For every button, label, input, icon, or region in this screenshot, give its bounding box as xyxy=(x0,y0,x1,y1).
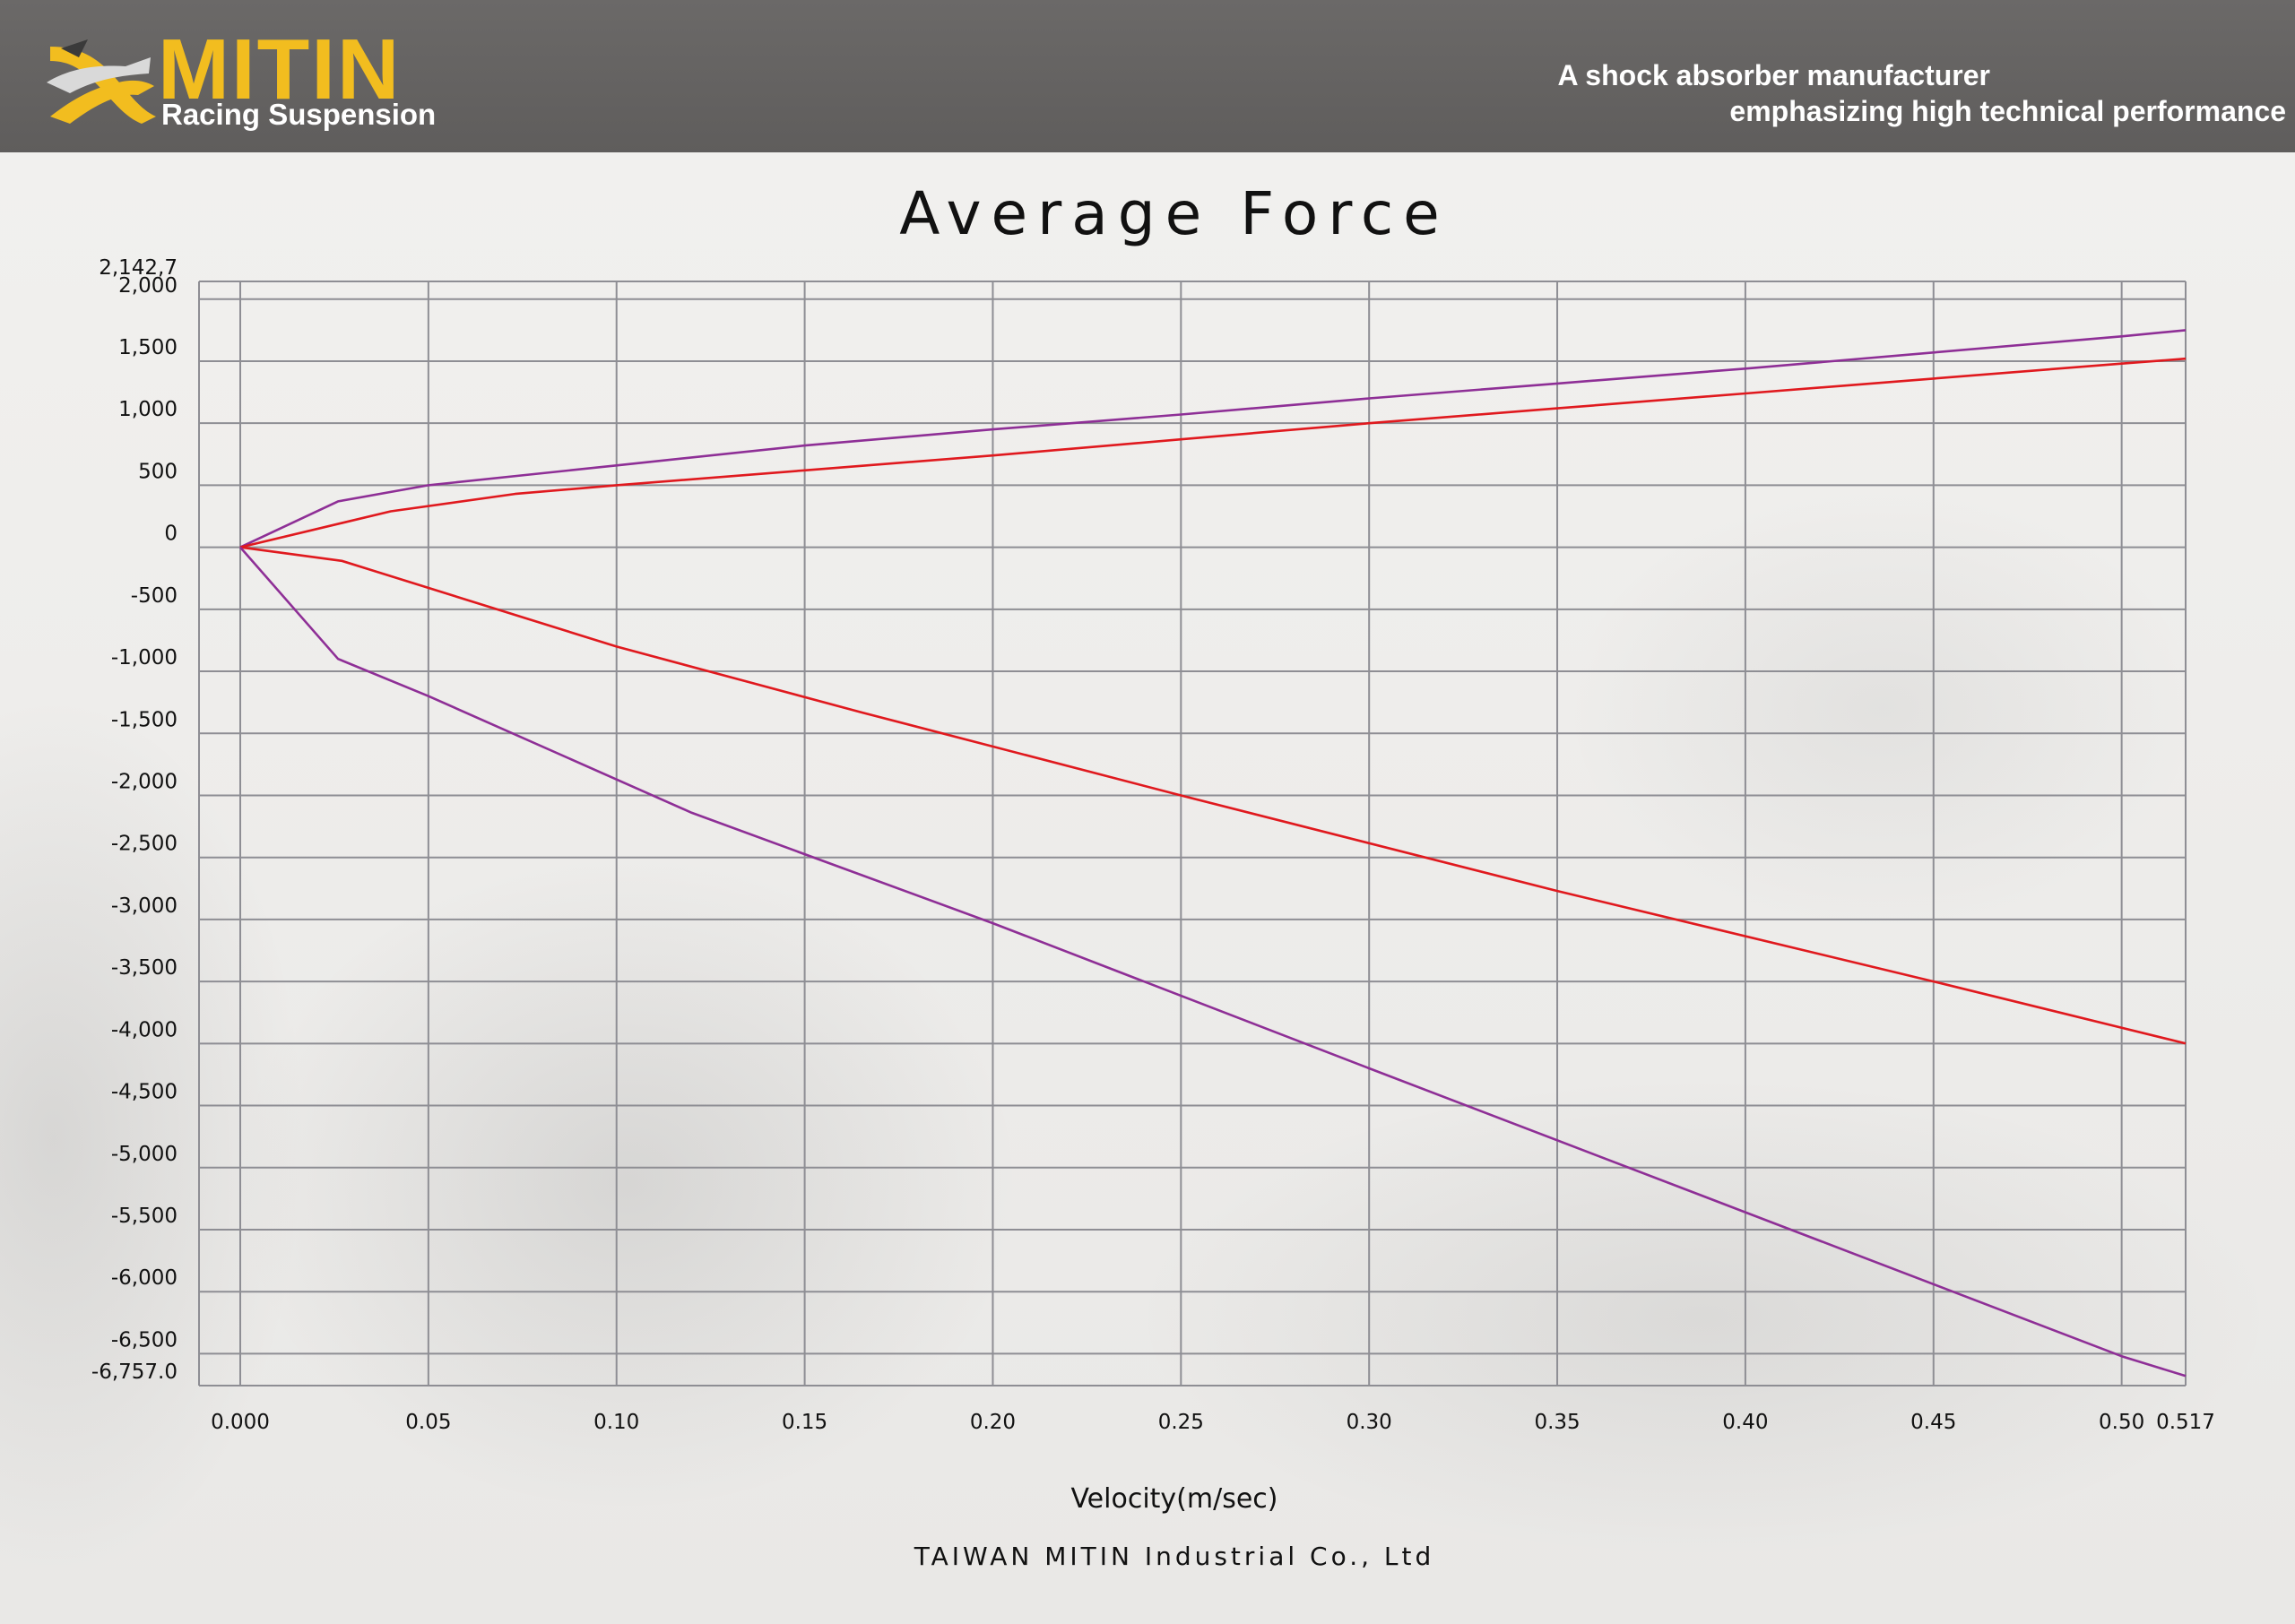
background-photo xyxy=(0,152,2295,1624)
x-tick-label: 0.20 xyxy=(970,1411,1016,1434)
y-tick-label: -6,500 xyxy=(111,1328,178,1352)
logo-subtitle: Racing Suspension xyxy=(161,98,437,131)
y-tick-label: 1,500 xyxy=(118,336,178,359)
y-tick-label: -3,000 xyxy=(111,894,178,918)
x-tick-label: 0.30 xyxy=(1347,1411,1392,1434)
x-tick-label: 0.45 xyxy=(1910,1411,1956,1434)
tagline-line-2: emphasizing high technical performance xyxy=(1729,95,2286,127)
tagline-line-1: A shock absorber manufacturer xyxy=(1557,59,1990,91)
series-line-3 xyxy=(239,546,2187,1045)
y-tick-label: 0 xyxy=(164,523,178,546)
y-tick-label: 1,000 xyxy=(118,398,178,421)
series-line-4 xyxy=(239,546,2187,1378)
chart-title: Average Force xyxy=(899,179,1450,248)
series-line-2 xyxy=(239,357,2187,549)
series-line-1 xyxy=(239,329,2187,549)
x-axis-label: Velocity(m/sec) xyxy=(1070,1483,1278,1515)
y-tick-label: -5,500 xyxy=(111,1205,178,1228)
x-tick-label: 0.40 xyxy=(1722,1411,1768,1434)
header-bar: MITIN Racing Suspension A shock absorber… xyxy=(0,0,2295,152)
y-tick-label: -3,500 xyxy=(111,956,178,980)
company-name: TAIWAN MITIN Industrial Co., Ltd xyxy=(914,1542,1435,1571)
y-tick-label: -4,500 xyxy=(111,1081,178,1104)
y-tick-label: -1,000 xyxy=(111,646,178,669)
y-tick-label: 2,142,7 xyxy=(99,256,178,280)
logo-wordmark: MITIN xyxy=(158,22,402,117)
y-tick-label: 2,000 xyxy=(118,274,178,298)
x-tick-label: 0.517 xyxy=(2156,1411,2215,1434)
mitin-logo: MITIN Racing Suspension xyxy=(43,25,473,133)
y-tick-label: -2,500 xyxy=(111,833,178,856)
y-tick-label: -4,000 xyxy=(111,1018,178,1041)
x-tick-label: 0.10 xyxy=(593,1411,639,1434)
x-tick-label: 0.35 xyxy=(1534,1411,1580,1434)
x-tick-label: 0.50 xyxy=(2099,1411,2144,1434)
y-tick-label: -5,000 xyxy=(111,1143,178,1166)
x-tick-label: 0.05 xyxy=(405,1411,451,1434)
y-tick-label: -500 xyxy=(131,584,178,608)
logo-mark-icon xyxy=(47,39,156,124)
y-tick-label: -1,500 xyxy=(111,708,178,731)
y-tick-label: -6,757.0 xyxy=(91,1361,178,1384)
y-tick-label: 500 xyxy=(138,460,178,483)
x-tick-label: 0.15 xyxy=(782,1411,827,1434)
x-tick-label: 0.25 xyxy=(1158,1411,1204,1434)
y-tick-label: -6,000 xyxy=(111,1266,178,1290)
x-tick-label: 0.000 xyxy=(211,1411,270,1434)
y-tick-label: -2,000 xyxy=(111,770,178,793)
tagline: A shock absorber manufacturer emphasizin… xyxy=(1557,57,2286,129)
